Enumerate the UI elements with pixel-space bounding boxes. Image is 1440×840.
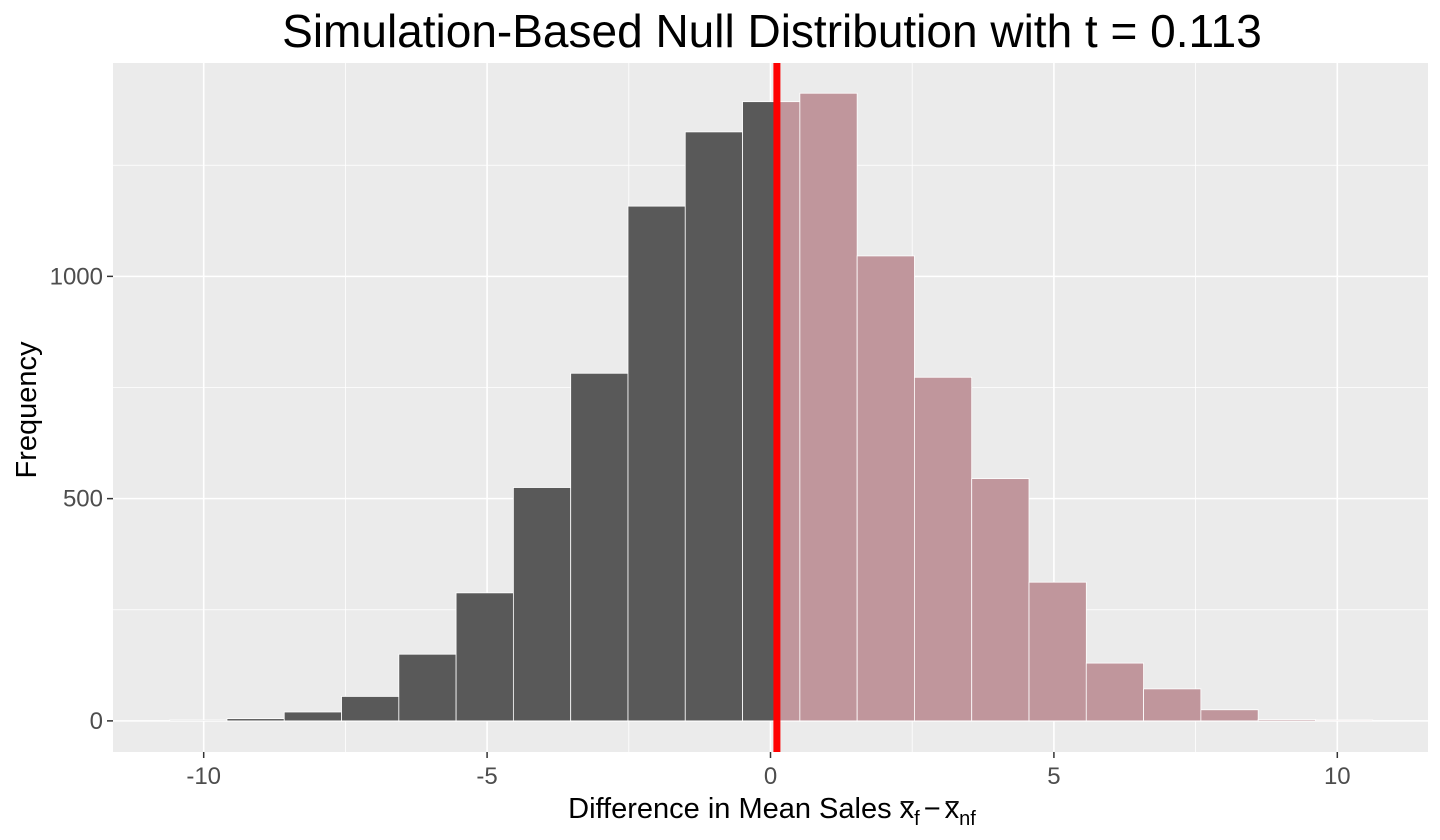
y-axis-title: Frequency bbox=[11, 341, 43, 479]
histogram-bar-20 bbox=[1315, 719, 1373, 721]
histogram-bar-15 bbox=[1029, 582, 1087, 721]
x-bar-nf-symbol: x bbox=[945, 793, 960, 825]
x-bar-f-symbol: x bbox=[900, 793, 915, 825]
histogram-bar-outline-15 bbox=[1028, 581, 1087, 722]
histogram-bar-4 bbox=[398, 654, 457, 721]
histogram-bar-7 bbox=[570, 373, 628, 721]
y-tick-label-0: 0 bbox=[90, 708, 103, 735]
x-axis: -10 -5 0 5 10 bbox=[186, 752, 1351, 790]
histogram-bar-9 bbox=[685, 131, 743, 721]
histogram-bar-outline-18 bbox=[1200, 709, 1259, 722]
histogram-bar-outline-20 bbox=[1315, 719, 1374, 722]
histogram-bar-3 bbox=[341, 696, 399, 721]
x-tick-label-1: -5 bbox=[476, 763, 497, 790]
x-tick-label-4: 10 bbox=[1324, 763, 1351, 790]
x-bar-f-subscript: f bbox=[914, 808, 920, 830]
x-axis-title: Difference in Mean Sales xf − xnf bbox=[568, 793, 976, 830]
histogram-bar-outline-17 bbox=[1143, 688, 1202, 722]
x-axis-title-text: Difference in Mean Sales bbox=[568, 793, 900, 825]
histogram-bar-17 bbox=[1143, 688, 1201, 721]
minus-operator: − bbox=[924, 793, 941, 825]
histogram-bar-10-part-1 bbox=[776, 101, 800, 721]
y-axis: 0 500 1000 bbox=[50, 263, 113, 735]
histogram-bar-16 bbox=[1086, 663, 1144, 721]
histogram-bar-10-part-0 bbox=[742, 101, 777, 721]
x-tick-label-2: 0 bbox=[764, 763, 777, 790]
histogram-bar-19 bbox=[1258, 719, 1316, 721]
y-tick-label-2: 1000 bbox=[50, 263, 103, 290]
histogram-bar-5 bbox=[456, 592, 514, 721]
x-tick-label-0: -10 bbox=[186, 763, 221, 790]
x-bar-nf-subscript: nf bbox=[959, 808, 976, 830]
histogram-bar-11 bbox=[799, 93, 858, 721]
histogram-bar-8 bbox=[628, 206, 686, 721]
histogram-bar-1 bbox=[226, 718, 285, 721]
histogram-bar-18 bbox=[1200, 709, 1259, 721]
histogram-bar-2 bbox=[284, 711, 342, 721]
histogram-bars bbox=[169, 92, 1374, 722]
histogram-bar-12 bbox=[857, 255, 915, 721]
histogram-bar-0 bbox=[169, 719, 227, 721]
histogram-bar-14 bbox=[971, 478, 1030, 721]
x-tick-label-3: 5 bbox=[1047, 763, 1060, 790]
histogram-bar-13 bbox=[914, 377, 972, 721]
y-tick-label-1: 500 bbox=[63, 486, 103, 513]
chart-title: Simulation-Based Null Distribution with … bbox=[282, 5, 1262, 57]
histogram-bar-6 bbox=[513, 487, 571, 721]
